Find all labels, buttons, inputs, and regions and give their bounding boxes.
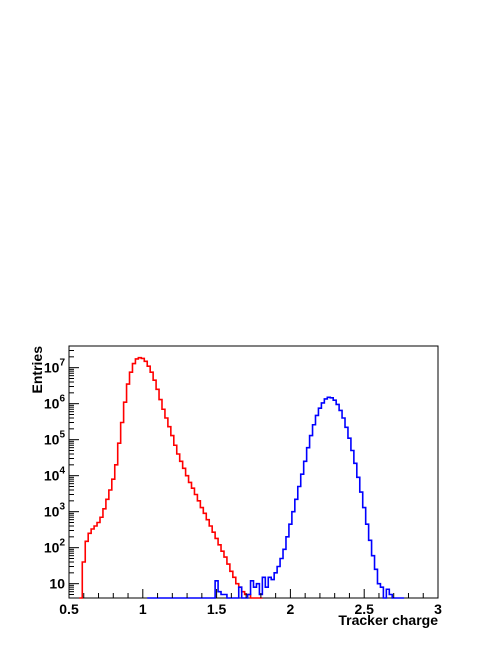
plot-area xyxy=(68,345,439,599)
histogram-series-2 xyxy=(147,396,405,599)
x-tick-label: 2.5 xyxy=(354,601,374,617)
plot-frame xyxy=(68,345,439,599)
x-axis: 0.5 1 1.5 2 2.5 3 xyxy=(59,589,442,617)
series-layer xyxy=(79,356,405,599)
y-tick-label: 106 xyxy=(44,394,66,412)
y-axis: 10 102 103 104 105 106 107 xyxy=(44,345,79,599)
y-tick-label: 105 xyxy=(44,430,66,448)
x-tick-label: 0.5 xyxy=(59,601,79,617)
y-tick-label: 107 xyxy=(44,358,66,376)
y-tick-label: 10 xyxy=(49,576,65,592)
y-tick-label: 104 xyxy=(44,466,66,484)
y-axis-title: Entries xyxy=(29,346,45,394)
x-tick-label: 3 xyxy=(434,601,442,617)
y-tick-label: 102 xyxy=(44,538,66,556)
y-tick-label: 103 xyxy=(44,502,66,520)
x-tick-label: 1.5 xyxy=(207,601,227,617)
histogram-series-1 xyxy=(79,356,263,599)
x-tick-label: 2 xyxy=(287,601,295,617)
x-tick-label: 1 xyxy=(139,601,147,617)
x-axis-title: Tracker charge xyxy=(338,612,438,628)
